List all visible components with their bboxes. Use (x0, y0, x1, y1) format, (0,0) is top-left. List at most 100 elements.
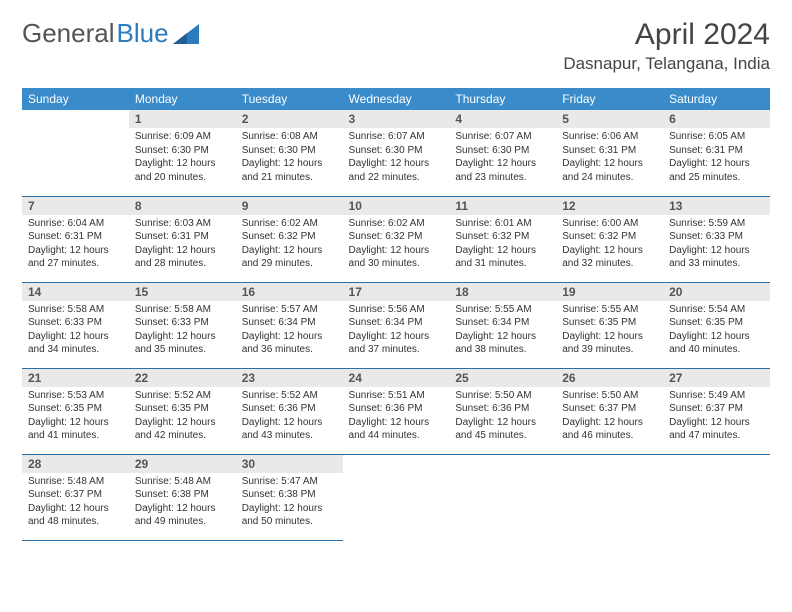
calendar-cell: .. (22, 110, 129, 196)
day-number: 6 (663, 110, 770, 128)
location: Dasnapur, Telangana, India (563, 54, 770, 74)
calendar-cell: 11Sunrise: 6:01 AMSunset: 6:32 PMDayligh… (449, 196, 556, 282)
day-details: Sunrise: 5:49 AMSunset: 6:37 PMDaylight:… (663, 387, 770, 447)
day-details: Sunrise: 6:02 AMSunset: 6:32 PMDaylight:… (236, 215, 343, 275)
brand-part1: General (22, 18, 115, 49)
day-number: 24 (343, 369, 450, 387)
day-details: Sunrise: 6:09 AMSunset: 6:30 PMDaylight:… (129, 128, 236, 188)
calendar-cell: 21Sunrise: 5:53 AMSunset: 6:35 PMDayligh… (22, 368, 129, 454)
day-number: 29 (129, 455, 236, 473)
day-details: Sunrise: 6:05 AMSunset: 6:31 PMDaylight:… (663, 128, 770, 188)
day-number: 13 (663, 197, 770, 215)
calendar-cell: 24Sunrise: 5:51 AMSunset: 6:36 PMDayligh… (343, 368, 450, 454)
calendar-cell: .. (449, 454, 556, 540)
day-details: Sunrise: 5:47 AMSunset: 6:38 PMDaylight:… (236, 473, 343, 533)
day-number: 7 (22, 197, 129, 215)
calendar-row: 28Sunrise: 5:48 AMSunset: 6:37 PMDayligh… (22, 454, 770, 540)
day-details: Sunrise: 5:56 AMSunset: 6:34 PMDaylight:… (343, 301, 450, 361)
calendar-cell: 8Sunrise: 6:03 AMSunset: 6:31 PMDaylight… (129, 196, 236, 282)
day-number: 3 (343, 110, 450, 128)
day-details: Sunrise: 6:00 AMSunset: 6:32 PMDaylight:… (556, 215, 663, 275)
calendar-cell: 22Sunrise: 5:52 AMSunset: 6:35 PMDayligh… (129, 368, 236, 454)
day-number: 19 (556, 283, 663, 301)
day-number: 4 (449, 110, 556, 128)
day-details: Sunrise: 5:51 AMSunset: 6:36 PMDaylight:… (343, 387, 450, 447)
day-details: Sunrise: 6:04 AMSunset: 6:31 PMDaylight:… (22, 215, 129, 275)
weekday-header: Sunday (22, 88, 129, 110)
day-number: 20 (663, 283, 770, 301)
calendar-cell: 29Sunrise: 5:48 AMSunset: 6:38 PMDayligh… (129, 454, 236, 540)
calendar-cell: 17Sunrise: 5:56 AMSunset: 6:34 PMDayligh… (343, 282, 450, 368)
day-details: Sunrise: 5:55 AMSunset: 6:35 PMDaylight:… (556, 301, 663, 361)
calendar-cell: 6Sunrise: 6:05 AMSunset: 6:31 PMDaylight… (663, 110, 770, 196)
calendar-cell: 12Sunrise: 6:00 AMSunset: 6:32 PMDayligh… (556, 196, 663, 282)
month-title: April 2024 (563, 18, 770, 52)
calendar-cell: 2Sunrise: 6:08 AMSunset: 6:30 PMDaylight… (236, 110, 343, 196)
calendar-cell: 28Sunrise: 5:48 AMSunset: 6:37 PMDayligh… (22, 454, 129, 540)
day-number: 30 (236, 455, 343, 473)
weekday-header: Wednesday (343, 88, 450, 110)
day-number: 17 (343, 283, 450, 301)
day-number: 22 (129, 369, 236, 387)
day-details: Sunrise: 6:07 AMSunset: 6:30 PMDaylight:… (343, 128, 450, 188)
calendar-cell: 14Sunrise: 5:58 AMSunset: 6:33 PMDayligh… (22, 282, 129, 368)
day-number: 26 (556, 369, 663, 387)
brand-part2: Blue (117, 18, 169, 49)
calendar-cell: 20Sunrise: 5:54 AMSunset: 6:35 PMDayligh… (663, 282, 770, 368)
day-details: Sunrise: 6:08 AMSunset: 6:30 PMDaylight:… (236, 128, 343, 188)
calendar-cell: 13Sunrise: 5:59 AMSunset: 6:33 PMDayligh… (663, 196, 770, 282)
calendar-row: 21Sunrise: 5:53 AMSunset: 6:35 PMDayligh… (22, 368, 770, 454)
day-details: Sunrise: 5:59 AMSunset: 6:33 PMDaylight:… (663, 215, 770, 275)
day-number: 25 (449, 369, 556, 387)
day-number: 27 (663, 369, 770, 387)
day-number: 9 (236, 197, 343, 215)
day-details: Sunrise: 5:54 AMSunset: 6:35 PMDaylight:… (663, 301, 770, 361)
calendar-cell: 10Sunrise: 6:02 AMSunset: 6:32 PMDayligh… (343, 196, 450, 282)
calendar-cell: 15Sunrise: 5:58 AMSunset: 6:33 PMDayligh… (129, 282, 236, 368)
day-details: Sunrise: 5:52 AMSunset: 6:35 PMDaylight:… (129, 387, 236, 447)
weekday-header: Saturday (663, 88, 770, 110)
weekday-header: Thursday (449, 88, 556, 110)
calendar-cell: 16Sunrise: 5:57 AMSunset: 6:34 PMDayligh… (236, 282, 343, 368)
calendar-cell: 3Sunrise: 6:07 AMSunset: 6:30 PMDaylight… (343, 110, 450, 196)
calendar-cell: 26Sunrise: 5:50 AMSunset: 6:37 PMDayligh… (556, 368, 663, 454)
day-details: Sunrise: 5:57 AMSunset: 6:34 PMDaylight:… (236, 301, 343, 361)
brand-triangle-icon (173, 24, 199, 44)
day-number: 8 (129, 197, 236, 215)
calendar-cell: 25Sunrise: 5:50 AMSunset: 6:36 PMDayligh… (449, 368, 556, 454)
day-details: Sunrise: 5:55 AMSunset: 6:34 PMDaylight:… (449, 301, 556, 361)
day-details: Sunrise: 5:58 AMSunset: 6:33 PMDaylight:… (22, 301, 129, 361)
calendar-cell: 27Sunrise: 5:49 AMSunset: 6:37 PMDayligh… (663, 368, 770, 454)
calendar-cell: 30Sunrise: 5:47 AMSunset: 6:38 PMDayligh… (236, 454, 343, 540)
day-details: Sunrise: 5:58 AMSunset: 6:33 PMDaylight:… (129, 301, 236, 361)
day-number: 12 (556, 197, 663, 215)
weekday-header: Tuesday (236, 88, 343, 110)
calendar-cell: .. (343, 454, 450, 540)
day-details: Sunrise: 6:06 AMSunset: 6:31 PMDaylight:… (556, 128, 663, 188)
calendar-cell: 5Sunrise: 6:06 AMSunset: 6:31 PMDaylight… (556, 110, 663, 196)
header: GeneralBlue April 2024 Dasnapur, Telanga… (22, 18, 770, 74)
day-details: Sunrise: 6:01 AMSunset: 6:32 PMDaylight:… (449, 215, 556, 275)
day-details: Sunrise: 5:52 AMSunset: 6:36 PMDaylight:… (236, 387, 343, 447)
calendar-body: ..1Sunrise: 6:09 AMSunset: 6:30 PMDaylig… (22, 110, 770, 540)
day-number: 2 (236, 110, 343, 128)
day-number: 21 (22, 369, 129, 387)
day-number: 15 (129, 283, 236, 301)
calendar-cell: .. (663, 454, 770, 540)
calendar-cell: 18Sunrise: 5:55 AMSunset: 6:34 PMDayligh… (449, 282, 556, 368)
calendar-cell: 4Sunrise: 6:07 AMSunset: 6:30 PMDaylight… (449, 110, 556, 196)
day-number: 18 (449, 283, 556, 301)
day-details: Sunrise: 5:48 AMSunset: 6:38 PMDaylight:… (129, 473, 236, 533)
day-number: 16 (236, 283, 343, 301)
day-details: Sunrise: 5:48 AMSunset: 6:37 PMDaylight:… (22, 473, 129, 533)
day-details: Sunrise: 6:07 AMSunset: 6:30 PMDaylight:… (449, 128, 556, 188)
day-number: 11 (449, 197, 556, 215)
calendar-row: ..1Sunrise: 6:09 AMSunset: 6:30 PMDaylig… (22, 110, 770, 196)
day-number: 1 (129, 110, 236, 128)
day-details: Sunrise: 5:50 AMSunset: 6:37 PMDaylight:… (556, 387, 663, 447)
day-number: 23 (236, 369, 343, 387)
calendar-table: SundayMondayTuesdayWednesdayThursdayFrid… (22, 88, 770, 541)
weekday-header: Friday (556, 88, 663, 110)
calendar-cell: 23Sunrise: 5:52 AMSunset: 6:36 PMDayligh… (236, 368, 343, 454)
day-number: 28 (22, 455, 129, 473)
